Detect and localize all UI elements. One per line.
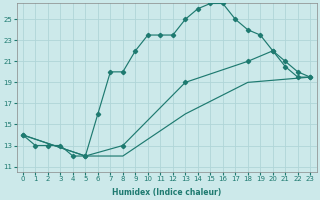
- X-axis label: Humidex (Indice chaleur): Humidex (Indice chaleur): [112, 188, 221, 197]
